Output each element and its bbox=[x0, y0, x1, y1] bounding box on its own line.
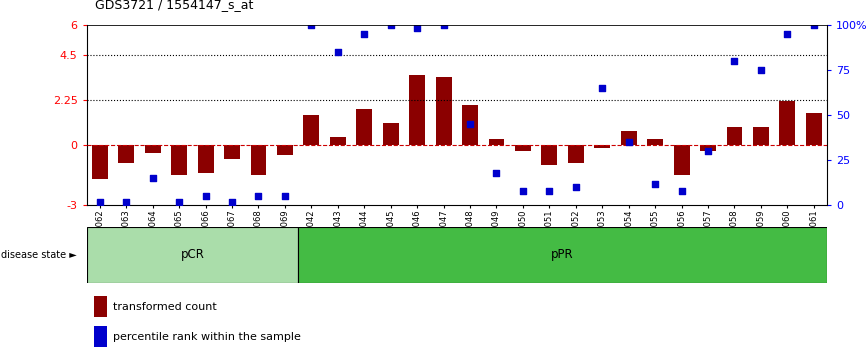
Point bbox=[120, 199, 133, 205]
Point bbox=[463, 121, 477, 127]
Bar bbox=[356, 109, 372, 145]
Text: pCR: pCR bbox=[180, 249, 204, 261]
Bar bbox=[87, 227, 298, 283]
Bar bbox=[515, 145, 531, 151]
Bar bbox=[462, 105, 478, 145]
Point bbox=[780, 31, 794, 37]
Point bbox=[251, 193, 265, 199]
Text: percentile rank within the sample: percentile rank within the sample bbox=[113, 332, 301, 342]
Bar bbox=[806, 113, 822, 145]
Text: transformed count: transformed count bbox=[113, 302, 216, 312]
Bar bbox=[250, 145, 267, 175]
Point bbox=[331, 49, 345, 55]
Point bbox=[595, 85, 609, 91]
Point bbox=[172, 199, 186, 205]
Bar bbox=[753, 127, 769, 145]
Bar bbox=[94, 296, 107, 317]
Point bbox=[542, 188, 556, 194]
Bar bbox=[647, 139, 663, 145]
Point bbox=[649, 181, 662, 187]
Point bbox=[754, 67, 768, 73]
Point bbox=[675, 188, 688, 194]
Bar bbox=[700, 145, 716, 151]
Text: disease state ►: disease state ► bbox=[1, 250, 76, 260]
Point bbox=[622, 139, 636, 145]
Bar bbox=[594, 145, 611, 148]
Bar bbox=[488, 139, 504, 145]
Point bbox=[93, 199, 107, 205]
Bar bbox=[303, 115, 320, 145]
Point bbox=[305, 22, 319, 28]
Point bbox=[436, 22, 450, 28]
Bar bbox=[436, 77, 451, 145]
Bar bbox=[119, 145, 134, 163]
Point bbox=[225, 199, 239, 205]
Point bbox=[384, 22, 397, 28]
Bar bbox=[197, 145, 214, 173]
Bar bbox=[779, 101, 795, 145]
Point bbox=[701, 148, 715, 154]
Point bbox=[278, 193, 292, 199]
Point bbox=[489, 170, 503, 176]
Point bbox=[569, 184, 583, 190]
Bar bbox=[568, 145, 584, 163]
Bar bbox=[94, 326, 107, 348]
Bar bbox=[298, 227, 827, 283]
Bar bbox=[621, 131, 637, 145]
Bar bbox=[224, 145, 240, 159]
Bar bbox=[145, 145, 161, 153]
Point bbox=[358, 31, 372, 37]
Bar bbox=[727, 127, 742, 145]
Bar bbox=[92, 145, 107, 179]
Bar bbox=[171, 145, 187, 175]
Bar bbox=[410, 75, 425, 145]
Point bbox=[145, 176, 159, 181]
Bar bbox=[541, 145, 558, 165]
Point bbox=[727, 58, 741, 64]
Bar bbox=[674, 145, 689, 175]
Bar bbox=[277, 145, 293, 155]
Point bbox=[516, 188, 530, 194]
Bar bbox=[383, 123, 398, 145]
Point bbox=[807, 22, 821, 28]
Point bbox=[198, 193, 212, 199]
Bar bbox=[330, 137, 346, 145]
Text: GDS3721 / 1554147_s_at: GDS3721 / 1554147_s_at bbox=[95, 0, 254, 11]
Point bbox=[410, 25, 424, 31]
Text: pPR: pPR bbox=[552, 249, 574, 261]
